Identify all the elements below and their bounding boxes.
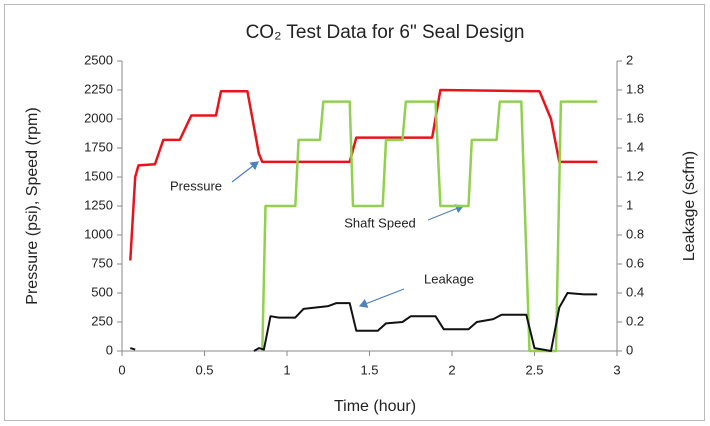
y2-tick-label: 1.2 xyxy=(626,168,644,183)
x-tick-label: 1 xyxy=(283,362,290,377)
y-tick-label: 250 xyxy=(91,313,113,328)
chart-title: CO₂ Test Data for 6" Seal Design xyxy=(246,22,525,43)
x-axis-label: Time (hour) xyxy=(334,398,416,415)
x-tick-label: 1.5 xyxy=(360,362,378,377)
annotation: Leakage xyxy=(424,271,474,286)
x-tick-label: 2 xyxy=(448,362,455,377)
y2-tick-label: 1.4 xyxy=(626,139,644,154)
y-tick-label: 0 xyxy=(106,342,113,357)
y2-axis-label: Leakage (scfm) xyxy=(681,151,698,261)
y-tick-label: 1500 xyxy=(84,168,113,183)
y2-tick-label: 1.6 xyxy=(626,110,644,125)
series-line xyxy=(129,88,598,261)
annotation: Pressure xyxy=(170,178,222,193)
y2-tick-label: 0.8 xyxy=(626,226,644,241)
x-tick-label: 0.5 xyxy=(195,362,213,377)
y-tick-label: 1000 xyxy=(84,226,113,241)
y-tick-label: 500 xyxy=(91,284,113,299)
y-tick-label: 2000 xyxy=(84,110,113,125)
x-tick-label: 2.5 xyxy=(525,362,543,377)
y2-tick-label: 0.2 xyxy=(626,313,644,328)
y2-tick-label: 1 xyxy=(626,197,633,212)
x-tick-label: 3 xyxy=(613,362,620,377)
y2-tick-label: 0.4 xyxy=(626,284,644,299)
annotation-arrows xyxy=(231,161,465,308)
series-line xyxy=(130,292,598,352)
annotation: Shaft Speed xyxy=(344,215,416,230)
y2-tick-label: 2 xyxy=(626,52,633,67)
y-axis-label: Pressure (psi), Speed (rpm) xyxy=(24,107,41,304)
y-tick-label: 1750 xyxy=(84,139,113,154)
y-tick-label: 2250 xyxy=(84,81,113,96)
y2-tick-label: 0.6 xyxy=(626,255,644,270)
y-tick-label: 1250 xyxy=(84,197,113,212)
x-tick-label: 0 xyxy=(118,362,125,377)
y2-tick-label: 1.8 xyxy=(626,81,644,96)
y2-tick-label: 0 xyxy=(626,342,633,357)
y-tick-label: 750 xyxy=(91,255,113,270)
series-line xyxy=(261,100,598,353)
y-tick-label: 2500 xyxy=(84,52,113,67)
